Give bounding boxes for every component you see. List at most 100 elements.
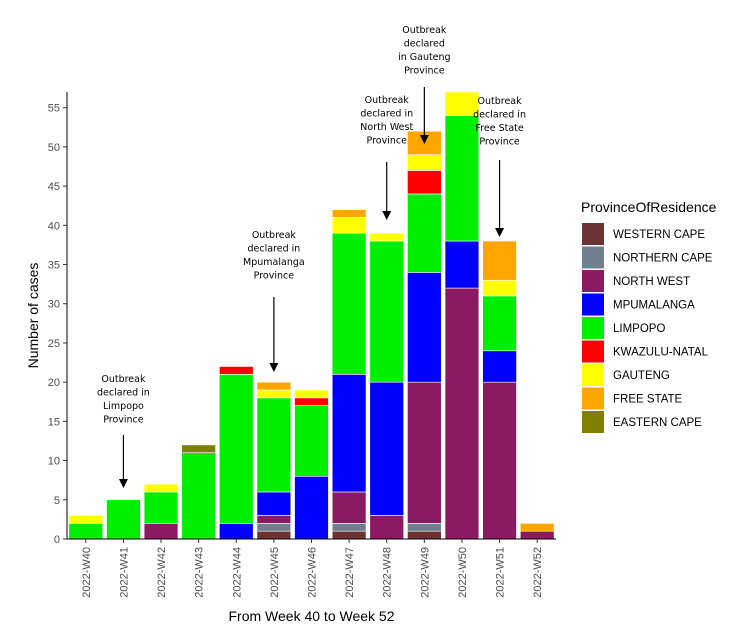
annotation-line: Mpumalanga [243, 257, 305, 268]
annotation-text: Outbreak declared in Mpumalanga Province [243, 230, 305, 282]
bar-segment [256, 523, 292, 532]
legend-label: LIMPOPO [613, 323, 665, 335]
y-tick-label: 50 [48, 142, 60, 154]
annotation-line: declared in [360, 109, 413, 120]
x-tick-label: 2022-W46 [307, 547, 319, 598]
bar-segment [407, 154, 442, 171]
y-tick-label: 15 [48, 416, 60, 428]
annotation-line: declared in [97, 388, 150, 399]
annotation-line: Free State [475, 123, 523, 134]
annotation-line: Province [367, 136, 408, 147]
legend-label: EASTERN CAPE [613, 417, 702, 429]
bar-segment [331, 530, 367, 540]
y-tick-label: 30 [48, 299, 60, 311]
bar-segment [294, 397, 329, 406]
annotation-text: Outbreak declared in Limpopo Province [97, 374, 150, 426]
bar-segment [444, 91, 480, 116]
annotation-line: in Gauteng [398, 52, 451, 63]
bar-segment [331, 491, 367, 524]
annotation-line: Outbreak [101, 374, 146, 385]
y-tick-label: 20 [48, 377, 60, 389]
bar-segment [482, 279, 517, 297]
legend-label: FREE STATE [613, 394, 683, 406]
annotation-line: Outbreak [252, 230, 297, 241]
annotation-line: Province [103, 415, 144, 426]
bar-segment [331, 209, 367, 218]
annotation-line: North West [360, 122, 413, 133]
bar-segment [181, 452, 216, 540]
x-tick-label: 2022-W41 [118, 547, 130, 598]
annotation-line: Outbreak [365, 95, 410, 106]
bar-segment [331, 374, 367, 493]
annotation-line: Province [254, 271, 295, 282]
annotation-text: Outbreak declared in North West Province [360, 95, 413, 147]
y-axis-title: Number of cases [25, 263, 41, 369]
x-tick-label: 2022-W52 [532, 547, 544, 598]
annotation-arrow-head [419, 135, 429, 144]
bar-segment [294, 389, 329, 399]
bar-segment [219, 366, 254, 375]
x-tick-label: 2022-W48 [382, 547, 394, 598]
legend-swatch [582, 340, 604, 363]
y-tick-label: 45 [48, 181, 60, 193]
x-tick-label: 2022-W40 [81, 547, 93, 598]
x-tick-label: 2022-W44 [231, 547, 243, 598]
legend: ProvinceOfResidence WESTERN CAPE NORTHERN… [581, 199, 717, 433]
legend-swatch [582, 293, 604, 316]
annotation-text: Outbreak declared in Free State Province [473, 96, 526, 148]
legend-swatch [582, 246, 604, 269]
bar-segment [331, 232, 367, 375]
bar-segment [256, 515, 292, 524]
legend-label: NORTH WEST [613, 276, 690, 288]
annotation-line: declared in [473, 110, 526, 121]
y-tick-label: 10 [48, 456, 60, 468]
x-tick-label: 2022-W47 [344, 547, 356, 598]
y-tick-label: 40 [48, 220, 60, 232]
x-tick-label: 2022-W43 [194, 547, 206, 598]
bars-layer [68, 91, 555, 540]
bar-segment [482, 381, 517, 540]
x-ticks: 2022-W40 2022-W41 2022-W42 2022-W43 2022-W44… [81, 539, 544, 598]
bar-segment [407, 381, 442, 524]
x-tick-label: 2022-W49 [419, 547, 431, 598]
bar-segment [369, 515, 404, 540]
legend-label: KWAZULU-NATAL [613, 347, 709, 359]
bar-segment [444, 287, 480, 540]
bar-segment [143, 523, 179, 540]
x-tick-label: 2022-W50 [457, 547, 469, 598]
y-tick-label: 35 [48, 260, 60, 272]
annotations-layer: Outbreak declared in Limpopo ProvinceOutbre… [97, 25, 526, 488]
bar-segment [519, 523, 555, 532]
annotation-line: Outbreak [402, 25, 447, 36]
legend-swatch [582, 387, 604, 410]
annotation-line: Province [404, 66, 445, 77]
bar-segment [407, 272, 442, 383]
legend-title: ProvinceOfResidence [581, 199, 717, 215]
bar-segment [482, 240, 517, 281]
bar-segment [369, 232, 404, 242]
y-tick-label: 55 [48, 103, 60, 115]
legend-swatch [582, 364, 604, 386]
bar-segment [369, 240, 404, 383]
annotation-text: Outbreak declared in Gauteng Province [398, 25, 451, 77]
bar-segment [519, 530, 555, 540]
bar-segment [256, 530, 292, 540]
x-tick-label: 2022-W45 [269, 547, 281, 598]
annotation-arrow-head [495, 228, 505, 237]
y-tick-label: 0 [54, 534, 60, 546]
bar-segment [407, 170, 442, 195]
bar-segment [294, 475, 329, 540]
annotation-arrow-head [269, 363, 279, 372]
bar-segment [143, 491, 179, 524]
bar-segment [68, 523, 104, 540]
bar-segment [444, 240, 480, 289]
bar-segment [331, 217, 367, 234]
bar-segment [294, 405, 329, 477]
legend-label: MPUMALANGA [613, 300, 695, 312]
annotation-line: Province [479, 137, 520, 148]
bar-segment [106, 499, 141, 540]
bar-segment [482, 295, 517, 352]
bar-segment [331, 523, 367, 532]
legend-label: GAUTENG [613, 370, 670, 382]
